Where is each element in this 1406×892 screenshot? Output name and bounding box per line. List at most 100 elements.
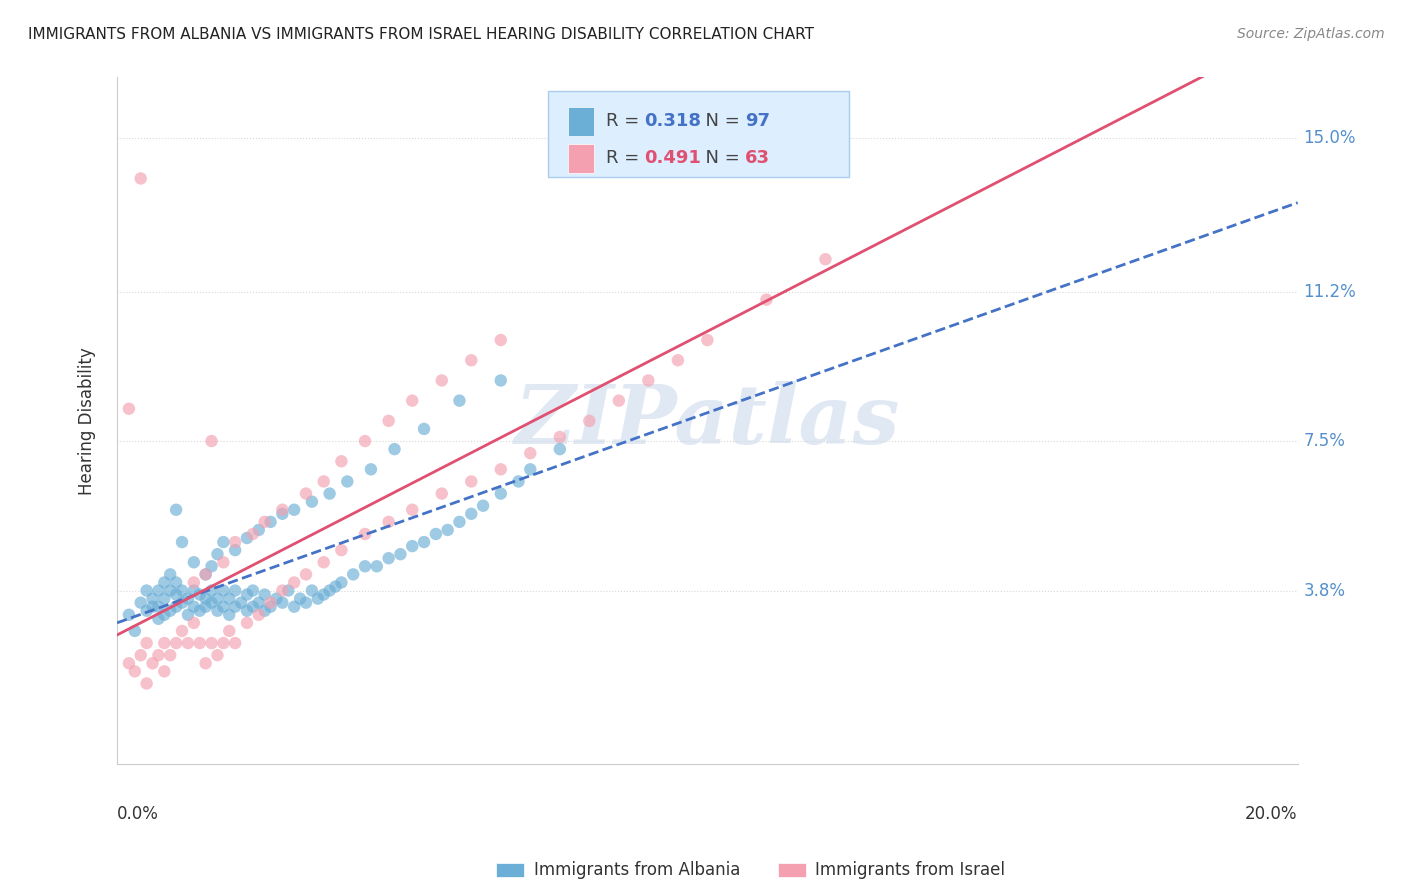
Point [271, 507, 294, 521]
Text: 0.318: 0.318 [644, 112, 700, 130]
Point [200, 559, 222, 574]
Point [460, 507, 482, 521]
Point [489, 462, 512, 476]
Point [666, 353, 689, 368]
Point [141, 657, 163, 671]
Point [200, 596, 222, 610]
Point [118, 657, 141, 671]
Point [283, 575, 305, 590]
Point [188, 588, 211, 602]
Bar [778, 863, 806, 877]
Text: 15.0%: 15.0% [1303, 129, 1355, 147]
Point [312, 475, 335, 489]
Point [212, 636, 235, 650]
Point [165, 588, 187, 602]
Point [312, 588, 335, 602]
Text: 63: 63 [745, 150, 770, 168]
Point [301, 494, 323, 508]
Point [401, 393, 423, 408]
Point [207, 604, 229, 618]
Y-axis label: Hearing Disability: Hearing Disability [79, 347, 96, 495]
Point [165, 575, 187, 590]
Point [207, 648, 229, 663]
Point [377, 551, 399, 566]
Point [183, 575, 205, 590]
Point [384, 442, 406, 457]
Point [165, 599, 187, 614]
Point [153, 636, 176, 650]
Point [253, 588, 276, 602]
Point [548, 442, 571, 457]
Point [135, 676, 157, 690]
Point [165, 502, 187, 516]
Point [460, 475, 482, 489]
Point [259, 596, 281, 610]
Point [118, 401, 141, 416]
Point [148, 583, 170, 598]
Text: ZIPatlas: ZIPatlas [515, 381, 900, 461]
Text: R =: R = [606, 112, 645, 130]
Point [295, 567, 318, 582]
Point [159, 583, 181, 598]
FancyBboxPatch shape [568, 107, 595, 136]
Text: Source: ZipAtlas.com: Source: ZipAtlas.com [1237, 27, 1385, 41]
Point [489, 374, 512, 388]
Text: 20.0%: 20.0% [1246, 805, 1298, 823]
Point [436, 523, 458, 537]
Point [218, 624, 240, 638]
Point [170, 583, 193, 598]
Point [207, 547, 229, 561]
Point [194, 567, 217, 582]
Point [354, 559, 377, 574]
Point [224, 599, 246, 614]
Point [318, 583, 340, 598]
Point [159, 604, 181, 618]
Point [200, 583, 222, 598]
Text: 97: 97 [745, 112, 770, 130]
Point [159, 567, 181, 582]
FancyBboxPatch shape [548, 91, 849, 177]
Point [247, 523, 270, 537]
Text: 0.0%: 0.0% [117, 805, 159, 823]
Point [207, 591, 229, 606]
Point [170, 624, 193, 638]
Point [124, 665, 146, 679]
Point [814, 252, 837, 267]
Point [135, 604, 157, 618]
Text: 11.2%: 11.2% [1303, 283, 1357, 301]
Point [377, 414, 399, 428]
Point [200, 434, 222, 448]
Point [218, 607, 240, 622]
Point [330, 575, 353, 590]
Point [153, 575, 176, 590]
Point [271, 583, 294, 598]
Point [247, 596, 270, 610]
Point [578, 414, 600, 428]
Point [548, 430, 571, 444]
Text: 3.8%: 3.8% [1303, 582, 1346, 599]
Point [755, 293, 778, 307]
Point [141, 591, 163, 606]
Point [413, 422, 436, 436]
Point [224, 535, 246, 549]
Point [212, 599, 235, 614]
Point [430, 374, 453, 388]
Point [194, 599, 217, 614]
Text: R =: R = [606, 150, 645, 168]
Point [224, 636, 246, 650]
Point [183, 583, 205, 598]
Point [519, 446, 541, 460]
Point [430, 486, 453, 500]
Point [283, 599, 305, 614]
Point [401, 539, 423, 553]
Point [489, 486, 512, 500]
Point [229, 596, 252, 610]
Point [135, 636, 157, 650]
Point [288, 591, 311, 606]
Point [212, 555, 235, 569]
Point [212, 583, 235, 598]
Point [696, 333, 718, 347]
Point [295, 596, 318, 610]
Point [377, 515, 399, 529]
Point [413, 535, 436, 549]
